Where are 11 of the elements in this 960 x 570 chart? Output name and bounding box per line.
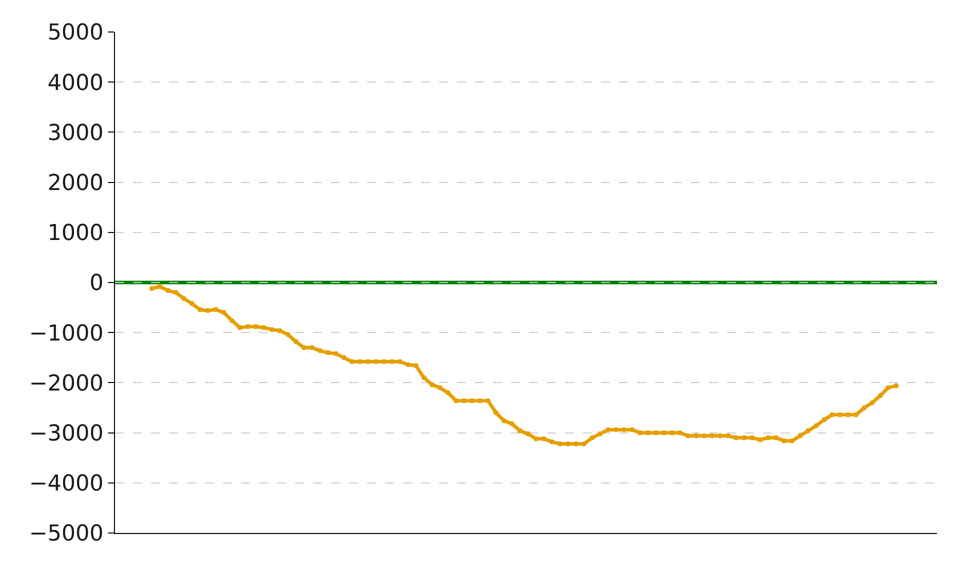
- y-tick-label: 1000: [48, 221, 104, 246]
- y-tick-label: −1000: [29, 321, 104, 346]
- y-tick-label: 3000: [48, 120, 104, 146]
- y-tick-label: 0: [90, 271, 104, 296]
- y-tick-label: 5000: [48, 20, 104, 46]
- y-tick-label: −2000: [29, 371, 104, 396]
- y-tick-label: −3000: [29, 422, 104, 446]
- y-tick-label: −5000: [29, 522, 104, 547]
- y-tick-label: −4000: [29, 472, 104, 497]
- y-tick-label: 2000: [48, 171, 104, 196]
- y-tick-label: 4000: [48, 70, 104, 96]
